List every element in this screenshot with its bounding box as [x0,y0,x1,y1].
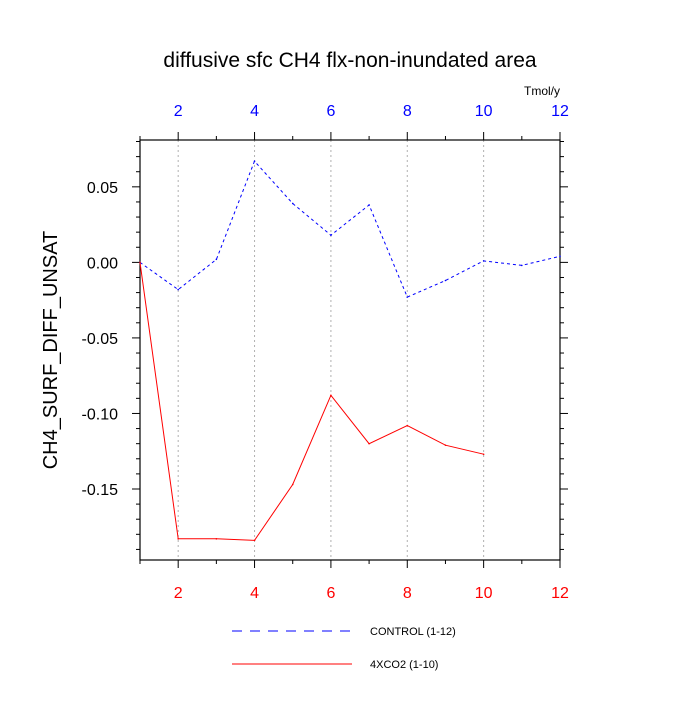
x-tick-label-top: 8 [403,103,412,120]
x-tick-label-bottom: 12 [551,585,569,602]
data-point [368,442,370,445]
y-tick-label: -0.05 [82,331,119,348]
data-point [139,261,141,264]
x-tick-label-top: 10 [475,103,493,120]
data-point [253,539,256,542]
data-point [253,160,256,162]
data-point [406,424,409,427]
data-point [368,204,370,206]
x-tick-label-bottom: 10 [475,585,493,602]
data-point [559,255,561,258]
series-line-0 [139,160,561,298]
x-tick-label-bottom: 6 [326,585,335,602]
x-tick-label-bottom: 2 [174,585,183,602]
x-tick-label-top: 6 [326,103,335,120]
y-tick-label: -0.15 [82,482,119,499]
x-tick-label-top: 12 [551,103,569,120]
data-point [444,444,447,446]
data-point [406,296,409,298]
data-point [177,538,179,540]
data-point [330,234,332,236]
data-point [444,279,447,282]
data-point [291,202,294,205]
data-point [291,483,294,486]
data-point [482,453,485,456]
plot-frame [139,139,561,561]
y-axis-label: CH4_SURF_DIFF_UNSAT [40,231,62,470]
legend-label: 4XCO2 (1-10) [370,659,438,671]
x-tick-label-top: 4 [250,103,259,120]
x-tick-label-bottom: 8 [403,585,412,602]
units-label: Tmol/y [524,84,560,98]
series-line-1 [139,262,484,541]
legend-label: CONTROL (1-12) [370,626,456,638]
data-point [215,538,218,540]
x-tick-label-bottom: 4 [250,585,259,602]
data-point [215,258,218,261]
y-tick-label: -0.10 [82,406,119,423]
y-tick-label: 0.05 [87,180,118,197]
data-point [330,394,332,397]
chart-title: diffusive sfc CH4 flx-non-inundated area [163,49,536,72]
x-tick-label-top: 2 [174,103,183,120]
data-point [482,260,485,262]
data-point [177,288,179,291]
data-point [521,264,523,267]
y-tick-label: 0.00 [87,255,118,272]
